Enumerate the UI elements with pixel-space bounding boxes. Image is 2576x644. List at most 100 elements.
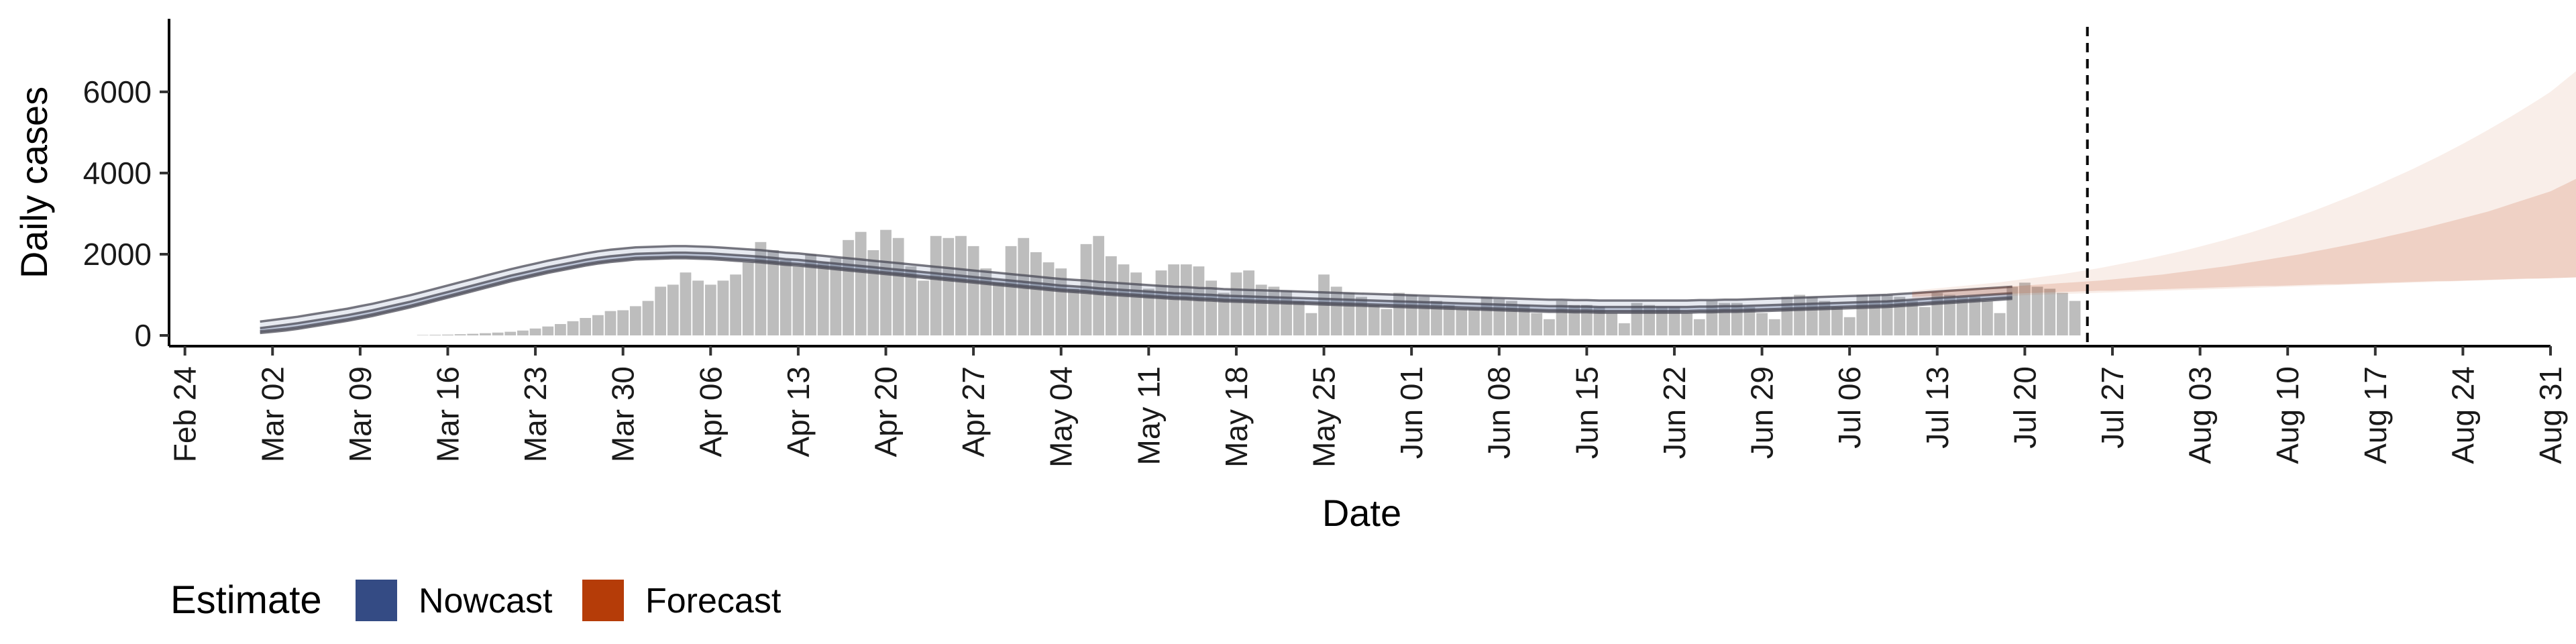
case-bar <box>1305 313 1318 335</box>
case-bar <box>1118 264 1130 335</box>
case-bar <box>1656 307 1668 335</box>
forecast-inner-band <box>1912 178 2576 297</box>
x-tick-label: Mar 30 <box>606 366 641 462</box>
case-bar <box>1768 319 1780 335</box>
case-bar <box>993 282 1004 335</box>
case-bar <box>843 239 854 335</box>
case-bar <box>1067 288 1079 335</box>
case-bar <box>2069 301 2081 335</box>
case-bar <box>1381 309 1393 335</box>
x-tick-label: May 25 <box>1307 366 1342 468</box>
case-bar <box>1080 244 1092 335</box>
x-tick-label: Apr 06 <box>693 366 728 458</box>
x-tick-label: Feb 24 <box>168 366 203 462</box>
nowcast-band-edge <box>260 251 2012 329</box>
case-bar <box>1531 313 1543 335</box>
case-bar <box>454 334 466 335</box>
x-tick-label: Jul 13 <box>1920 366 1955 449</box>
case-bar <box>692 280 704 335</box>
case-bar <box>905 266 917 335</box>
case-bar <box>1005 246 1017 335</box>
x-tick-label: Mar 16 <box>430 366 465 462</box>
plot-area <box>260 27 2576 346</box>
case-bar <box>767 250 779 335</box>
case-bar <box>1668 307 1680 335</box>
case-bar <box>1781 297 1793 335</box>
case-bar <box>1843 317 1856 335</box>
case-bar <box>792 266 804 335</box>
case-bar <box>704 284 716 335</box>
x-tick-label: Apr 13 <box>781 366 816 458</box>
legend-title: Estimate <box>170 578 322 622</box>
y-ticks: 0 2000 4000 6000 <box>83 74 169 353</box>
legend: Estimate Nowcast Forecast <box>170 578 782 622</box>
case-bar <box>1981 301 1993 335</box>
case-bar <box>642 301 654 335</box>
case-bar <box>1969 297 1981 335</box>
case-bar <box>1468 309 1480 335</box>
case-bar <box>742 262 754 335</box>
x-tick-label: Mar 23 <box>518 366 553 462</box>
case-bar <box>467 333 479 335</box>
case-bar <box>1806 297 1818 335</box>
case-bar <box>1518 305 1530 335</box>
legend-swatch-forecast <box>582 580 624 621</box>
case-bar <box>1293 301 1305 335</box>
case-bar <box>655 286 667 335</box>
x-tick-label: May 11 <box>1131 366 1166 465</box>
case-bar <box>2031 286 2043 335</box>
case-bar <box>1155 270 1167 335</box>
case-bar <box>817 262 829 335</box>
case-bar <box>967 246 979 335</box>
case-bar <box>1831 307 1843 335</box>
case-bar <box>892 237 904 335</box>
case-bar <box>1919 307 1931 335</box>
x-tick-label: Jul 06 <box>1832 366 1867 449</box>
case-bar <box>1230 272 1242 335</box>
case-bar <box>730 274 742 335</box>
x-tick-label: Aug 24 <box>2445 366 2480 464</box>
case-bar <box>717 280 729 335</box>
case-bar <box>830 258 842 335</box>
case-bar <box>1756 313 1768 335</box>
x-tick-label: Jul 27 <box>2095 366 2130 449</box>
case-bar <box>855 231 867 335</box>
case-bar <box>542 326 554 335</box>
y-tick-label: 0 <box>134 318 152 353</box>
case-bar <box>1956 297 1968 335</box>
case-bar <box>2019 282 2031 335</box>
x-tick-label: Aug 03 <box>2183 366 2218 464</box>
case-bar <box>1030 252 1042 335</box>
case-bar <box>1368 305 1380 335</box>
x-tick-label: Mar 02 <box>255 366 290 462</box>
nowcast-inner-band <box>260 252 2012 331</box>
x-tick-label: Jun 29 <box>1745 366 1780 459</box>
case-bar <box>1743 307 1756 335</box>
x-tick-label: Apr 27 <box>956 366 991 458</box>
x-tick-label: Jun 15 <box>1569 366 1604 459</box>
case-bar <box>517 330 529 335</box>
case-bar <box>1268 286 1280 335</box>
case-bar <box>1543 319 1555 335</box>
case-bar <box>1481 297 1493 335</box>
case-bar <box>604 311 616 335</box>
case-bar <box>780 260 792 335</box>
case-bar <box>1907 301 1918 335</box>
x-tick-label: Mar 09 <box>343 366 378 462</box>
case-bar <box>567 321 579 335</box>
case-bar <box>1456 309 1468 335</box>
y-tick-label: 4000 <box>83 156 152 191</box>
legend-swatch-nowcast <box>356 580 397 621</box>
legend-label-nowcast: Nowcast <box>419 582 553 621</box>
case-bar <box>1681 313 1693 335</box>
case-bar <box>1393 292 1405 335</box>
x-tick-label: May 18 <box>1219 366 1254 468</box>
case-bar <box>480 333 491 335</box>
case-bar <box>805 254 816 335</box>
y-tick-label: 6000 <box>83 74 152 109</box>
x-ticks: Feb 24 Mar 02 Mar 09 Mar 16 Mar 23 Mar 30 Apr … <box>168 346 2568 468</box>
case-bar <box>580 317 592 335</box>
case-bar <box>1218 292 1230 335</box>
case-bar <box>880 229 892 335</box>
